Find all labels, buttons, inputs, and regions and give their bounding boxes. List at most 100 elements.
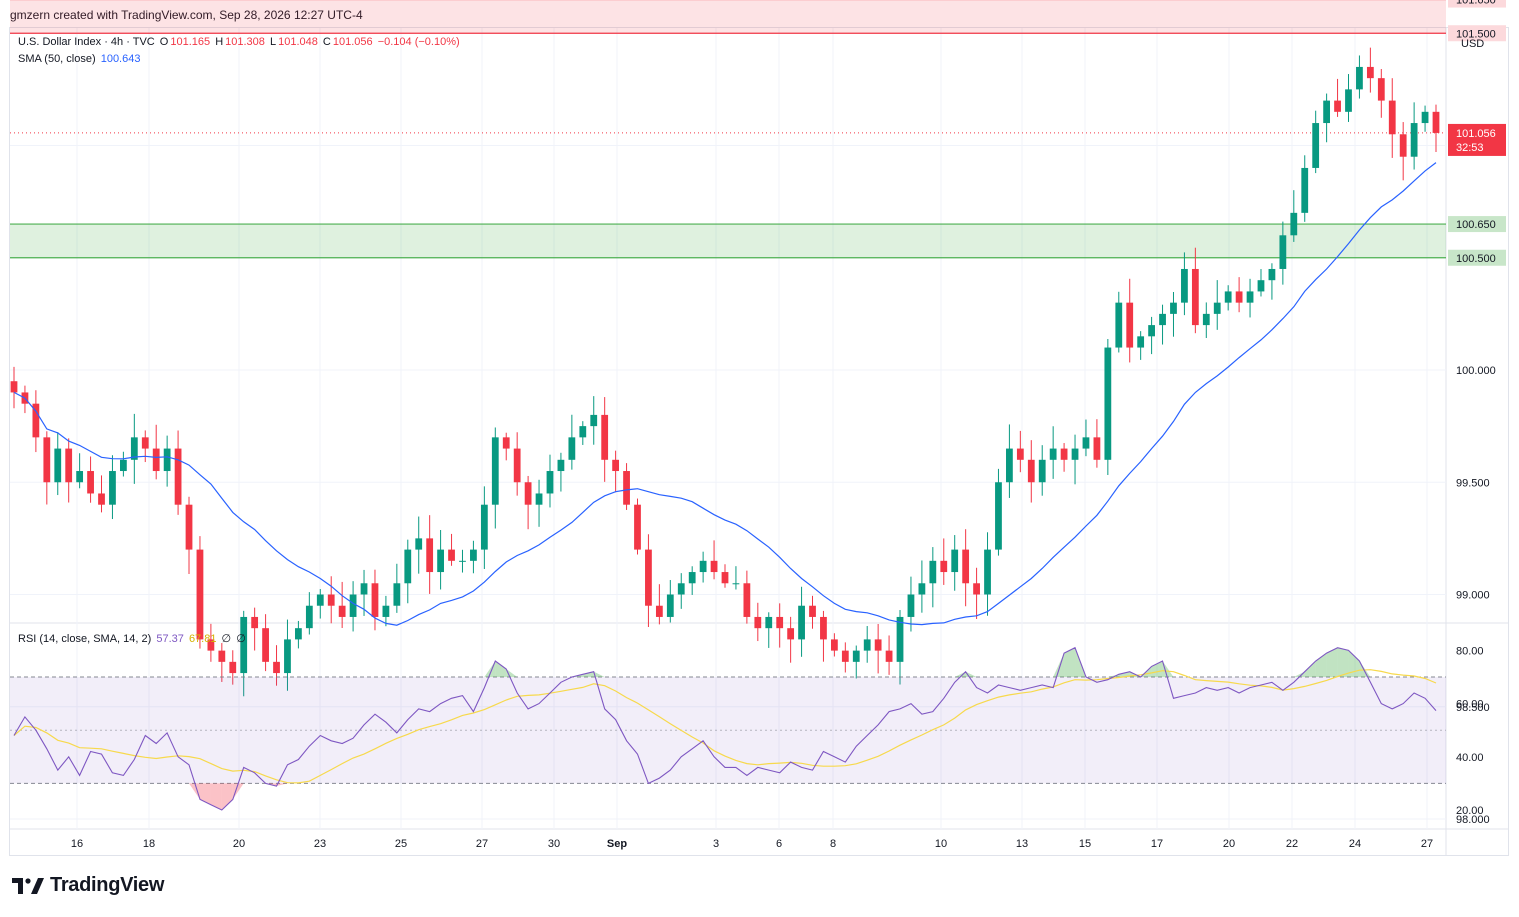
open-value: 101.165 xyxy=(170,36,211,48)
candle-up xyxy=(732,583,740,585)
rsi-overbought-fill xyxy=(484,661,496,677)
candle-down xyxy=(1366,66,1374,79)
candle-down xyxy=(973,583,980,595)
time-tick-label: 27 xyxy=(1421,838,1433,850)
candle-down xyxy=(743,583,751,617)
symbol-label[interactable]: U.S. Dollar Index · 4h · TVC xyxy=(18,36,155,48)
time-tick-label: 6 xyxy=(776,838,782,850)
candle-down xyxy=(1027,459,1035,483)
rsi-overbought-fill xyxy=(1304,661,1316,677)
tradingview-logo[interactable]: TradingView xyxy=(12,874,164,897)
candle-up xyxy=(1202,313,1210,326)
candle-down xyxy=(448,549,455,561)
time-tick-label: 3 xyxy=(713,838,719,850)
candle-up xyxy=(557,459,565,472)
candle-down xyxy=(1016,448,1024,460)
candle-down xyxy=(10,381,18,393)
resistance-zone-high-tag xyxy=(1448,0,1506,8)
candle-up xyxy=(1268,268,1276,281)
candle-up xyxy=(459,560,466,562)
candle-down xyxy=(98,493,105,505)
candle-up xyxy=(1257,280,1265,292)
time-tick-label: 8 xyxy=(830,838,836,850)
candle-down xyxy=(273,661,280,674)
candle-up xyxy=(798,605,805,640)
candle-up xyxy=(305,605,313,629)
candle-up xyxy=(1356,66,1363,90)
price-tick-label: 98.000 xyxy=(1456,814,1490,826)
candle-up xyxy=(1170,302,1177,314)
support-zone-high-tag xyxy=(1448,216,1506,233)
candle-up xyxy=(1159,313,1166,326)
candle-up xyxy=(568,437,576,460)
candle-down xyxy=(229,661,237,674)
candle-up xyxy=(590,414,598,427)
candle-up xyxy=(677,583,685,595)
time-tick-label: 18 xyxy=(143,838,155,850)
rsi-oversold-fill xyxy=(189,783,200,800)
price-tick-label: 99.500 xyxy=(1456,477,1490,489)
candle-down xyxy=(1060,448,1068,460)
resistance-zone-high-label: 101.650 xyxy=(1456,0,1496,7)
rsi-extra-2: ∅ xyxy=(236,633,246,645)
candle-down xyxy=(426,538,434,573)
candle-down xyxy=(218,650,226,662)
time-tick-label: 25 xyxy=(395,838,407,850)
rsi-oversold-fill xyxy=(210,783,222,810)
candle-up xyxy=(896,616,904,662)
candle-down xyxy=(1432,111,1440,133)
resistance-zone xyxy=(10,0,1446,34)
rsi-overbought-fill xyxy=(1337,647,1349,677)
candle-up xyxy=(1038,459,1046,483)
currency-button[interactable]: USD xyxy=(1461,38,1485,50)
rsi-tick-label: 40.00 xyxy=(1456,752,1484,764)
candle-down xyxy=(841,650,849,662)
candle-up xyxy=(130,437,138,460)
candle-up xyxy=(995,482,1002,550)
time-tick-label: 10 xyxy=(935,838,947,850)
rsi-overbought-fill xyxy=(1293,671,1305,677)
brand-name: TradingView xyxy=(50,874,165,896)
low-label: L xyxy=(269,36,277,48)
last-price-label: 101.056 xyxy=(1456,128,1496,140)
rsi-tick-label: 80.00 xyxy=(1456,645,1484,657)
candle-down xyxy=(962,549,970,584)
candle-up xyxy=(1224,291,1232,303)
time-tick-label: 24 xyxy=(1349,838,1361,850)
candle-down xyxy=(754,616,762,629)
rsi-label: RSI (14, close, SMA, 14, 2) xyxy=(18,633,152,645)
resistance-zone-low-tag xyxy=(1448,25,1506,42)
candle-up xyxy=(54,448,62,483)
candle-down xyxy=(174,448,182,505)
candle-up xyxy=(907,594,915,617)
rsi-legend[interactable]: RSI (14, close, SMA, 14, 2) 57.37 67.81 … xyxy=(18,632,248,645)
rsi-tick-label: 20.00 xyxy=(1456,805,1484,817)
sma-value: 100.643 xyxy=(100,53,141,65)
close-label: C xyxy=(322,36,331,48)
rsi-oversold-fill xyxy=(232,783,244,800)
rsi-overbought-fill xyxy=(1359,661,1371,677)
last-price-tag xyxy=(1448,123,1506,156)
candle-up xyxy=(163,448,171,472)
candle-up xyxy=(284,639,291,674)
rsi-extra-1: ∅ xyxy=(221,633,232,645)
candle-up xyxy=(688,572,696,584)
candle-down xyxy=(623,471,630,505)
candle-down xyxy=(43,437,51,483)
rsi-tick-label: 60.00 xyxy=(1456,699,1484,711)
rsi-overbought-fill xyxy=(1326,647,1338,677)
rsi-overbought-fill xyxy=(1162,661,1174,677)
rsi-overbought-fill xyxy=(1151,661,1163,677)
candle-up xyxy=(491,437,499,505)
candle-up xyxy=(295,628,302,640)
candle-down xyxy=(1388,100,1396,135)
sma-legend[interactable]: SMA (50, close) 100.643 xyxy=(18,53,142,65)
high-value: 101.308 xyxy=(225,36,265,48)
rsi-overbought-fill xyxy=(495,661,507,677)
time-tick-label: 17 xyxy=(1151,838,1163,850)
rsi-oversold-fill xyxy=(276,783,288,787)
chart-frame xyxy=(9,27,1509,856)
candle-up xyxy=(929,560,937,584)
